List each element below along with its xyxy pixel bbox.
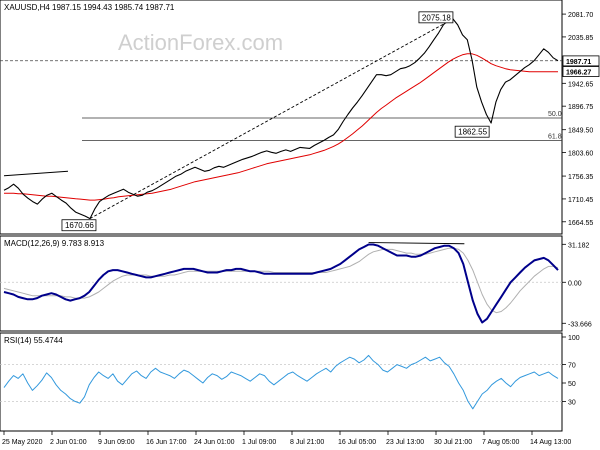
- macd-divergence-line: [368, 242, 465, 245]
- macd-y-tick-label: 31.182: [568, 242, 590, 249]
- macd-layer: [0, 242, 562, 324]
- moving-average-line: [4, 53, 558, 201]
- fib-level-label: 61.8: [548, 133, 562, 140]
- price-y-tick-label: 1664.55: [568, 220, 593, 227]
- macd-title: MACD(12,26,9) 9.783 8.913: [4, 239, 105, 248]
- rsi-panel-frame: [0, 332, 563, 432]
- x-tick-label: 25 May 2020: [2, 439, 43, 446]
- x-tick-label: 2 Jun 01:00: [50, 439, 87, 446]
- price-y-tick-label: 1756.35: [568, 174, 593, 181]
- x-tick-label: 16 Jun 17:00: [146, 439, 187, 446]
- price-layer: 50.0 61.8 2075.18 1862.55 1670.66: [0, 11, 562, 232]
- macd-y-tick-label: -33.666: [568, 321, 592, 328]
- x-tick-label: 30 Jul 21:00: [434, 439, 472, 446]
- watermark: ActionForex.com: [118, 30, 283, 55]
- rsi-y-tick-label: 100: [568, 335, 580, 342]
- rsi-y-tick-label: 70: [568, 363, 576, 370]
- price-y-tick-label: 1942.65: [568, 81, 593, 88]
- macd-y-tick-label: 0.00: [568, 280, 582, 287]
- annotation-label: 1670.66: [65, 221, 94, 230]
- x-tick-label: 9 Jun 09:00: [98, 439, 135, 446]
- price-y-tick-label: 1803.60: [568, 151, 593, 158]
- x-tick-label: 23 Jul 13:00: [386, 439, 424, 446]
- annotation-label: 1862.55: [458, 128, 487, 137]
- x-tick-label: 24 Jun 01:00: [194, 439, 235, 446]
- macd-signal-line: [3, 247, 559, 314]
- annotation-box: [454, 125, 490, 138]
- rsi-y-tick-label: 30: [568, 399, 576, 406]
- price-tag-box: [562, 66, 600, 77]
- price-y-tick-label: 2081.70: [568, 12, 593, 19]
- trend-line: [89, 18, 454, 219]
- x-tick-label: 14 Aug 13:00: [530, 439, 571, 446]
- price-title: XAUUSD,H4 1987.15 1994.43 1985.74 1987.7…: [4, 3, 175, 12]
- annotation-box: [61, 219, 97, 232]
- axis-layer: 2081.70 2035.85 1942.65 1896.75 1849.50 1803.…: [2, 12, 600, 446]
- x-tick-label: 1 Jul 09:00: [242, 439, 276, 446]
- x-tick-label: 7 Aug 05:00: [482, 439, 519, 446]
- rsi-title: RSI(14) 55.4744: [4, 336, 63, 345]
- price-y-tick-label: 1710.45: [568, 197, 593, 204]
- resistance-line: [3, 170, 69, 177]
- rsi-line: [3, 354, 559, 410]
- price-y-tick-label: 1896.75: [568, 104, 593, 111]
- macd-line: [3, 243, 559, 324]
- x-tick-label: 8 Jul 21:00: [290, 439, 324, 446]
- fib-level-label: 50.0: [548, 111, 562, 118]
- price-y-tick-label: 1849.50: [568, 128, 593, 135]
- x-tick-label: 16 Jul 05:00: [338, 439, 376, 446]
- rsi-y-tick-label: 50: [568, 381, 576, 388]
- annotation-box: [418, 11, 454, 24]
- rsi-layer: [0, 354, 562, 410]
- annotation-label: 2075.18: [422, 13, 451, 22]
- price-panel-frame: [0, 0, 563, 235]
- price-tag-box: [562, 55, 600, 67]
- macd-panel-frame: [0, 235, 563, 332]
- price-tag-label: 1966.27: [566, 70, 591, 77]
- price-line: [3, 18, 559, 220]
- price-y-tick-label: 2035.85: [568, 35, 593, 42]
- price-tag-label: 1987.71: [566, 59, 591, 66]
